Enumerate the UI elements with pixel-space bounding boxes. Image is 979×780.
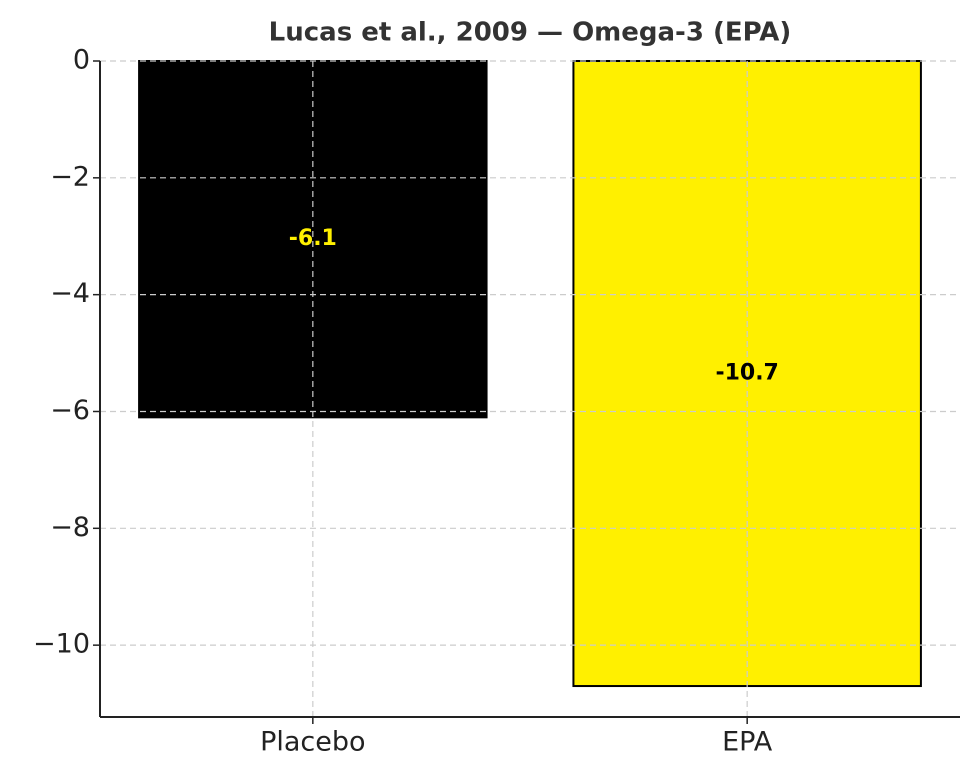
bar (138, 60, 488, 419)
value-label: -6.1 (289, 226, 337, 251)
chart-title: Lucas et al., 2009 — Omega-3 (EPA) (269, 18, 792, 48)
x-tick-label: Placebo (260, 727, 365, 758)
value-label: -10.7 (715, 361, 778, 386)
y-tick-label: −6 (50, 395, 90, 426)
y-tick-label: −2 (50, 161, 90, 192)
y-tick-label: −10 (33, 629, 90, 660)
x-tick-label: EPA (722, 727, 773, 758)
y-tick-label: −8 (50, 512, 90, 543)
y-tick-label: −4 (50, 278, 90, 309)
y-tick-label: 0 (73, 45, 90, 76)
